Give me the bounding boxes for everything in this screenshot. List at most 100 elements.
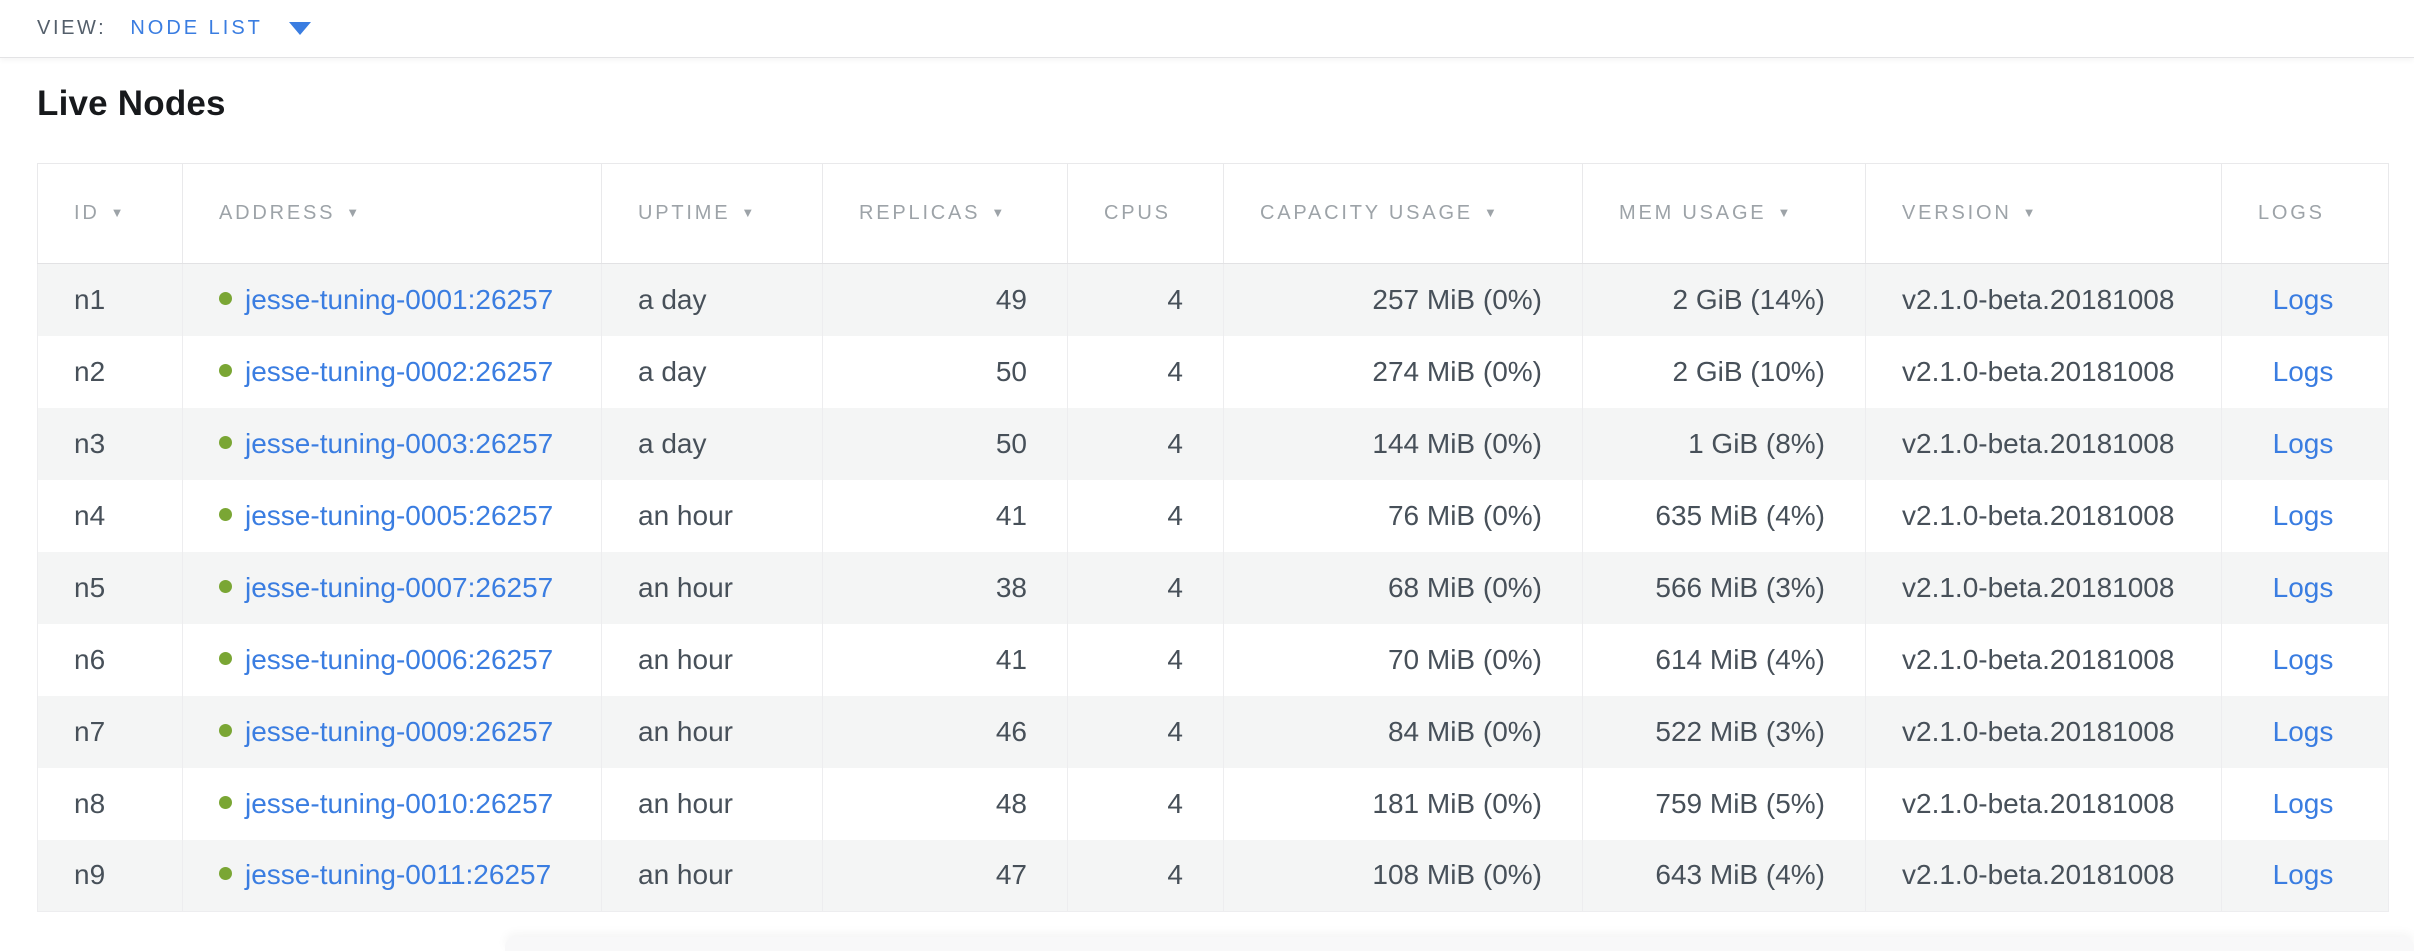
- node-uptime-cell: an hour: [601, 839, 823, 912]
- node-mem-cell: 614 MiB (4%): [1582, 623, 1866, 696]
- node-address-link[interactable]: jesse-tuning-0001:26257: [245, 283, 554, 315]
- logs-cell: Logs: [2221, 263, 2389, 336]
- node-cpus-cell: 4: [1067, 263, 1224, 336]
- logs-link[interactable]: Logs: [2272, 499, 2334, 531]
- node-address-link[interactable]: jesse-tuning-0003:26257: [245, 427, 554, 459]
- node-address-link[interactable]: jesse-tuning-0011:26257: [245, 859, 552, 891]
- column-header-address[interactable]: ADDRESS ▼: [182, 163, 602, 264]
- column-header-label: VERSION: [1902, 202, 2012, 224]
- node-address-link[interactable]: jesse-tuning-0010:26257: [245, 787, 554, 819]
- node-replicas-cell: 38: [822, 551, 1068, 624]
- logs-link[interactable]: Logs: [2272, 787, 2334, 819]
- column-header-label: CAPACITY USAGE: [1260, 202, 1473, 224]
- logs-link[interactable]: Logs: [2272, 427, 2334, 459]
- node-capacity-cell: 257 MiB (0%): [1223, 263, 1583, 336]
- sort-descending-icon: ▼: [2022, 205, 2039, 220]
- logs-link[interactable]: Logs: [2272, 859, 2334, 891]
- node-address-link[interactable]: jesse-tuning-0007:26257: [245, 571, 554, 603]
- node-mem-cell: 759 MiB (5%): [1582, 767, 1866, 840]
- node-address-link[interactable]: jesse-tuning-0006:26257: [245, 643, 554, 675]
- table-row: n3 jesse-tuning-0003:26257 a day 50 4 144 MiB…: [37, 407, 2389, 480]
- node-address-link[interactable]: jesse-tuning-0005:26257: [245, 499, 554, 531]
- chevron-down-icon: [288, 22, 311, 35]
- column-header-version[interactable]: VERSION ▼: [1865, 163, 2222, 264]
- node-version-cell: v2.1.0-beta.20181008: [1865, 695, 2222, 768]
- page-title: Live Nodes: [37, 84, 226, 123]
- logs-link[interactable]: Logs: [2272, 571, 2334, 603]
- live-status-icon: [219, 291, 232, 305]
- node-version-cell: v2.1.0-beta.20181008: [1865, 479, 2222, 552]
- node-id-cell: n5: [37, 551, 183, 624]
- table-row: n9 jesse-tuning-0011:26257 an hour 47 4 108 M…: [37, 839, 2389, 912]
- column-header-capacity[interactable]: CAPACITY USAGE ▼: [1223, 163, 1583, 264]
- node-uptime-cell: a day: [601, 407, 823, 480]
- node-version-cell: v2.1.0-beta.20181008: [1865, 335, 2222, 408]
- column-header-cpus: CPUS: [1067, 163, 1224, 264]
- table-row: n2 jesse-tuning-0002:26257 a day 50 4 274 MiB…: [37, 335, 2389, 408]
- table-row: n8 jesse-tuning-0010:26257 an hour 48 4 181 M…: [37, 767, 2389, 840]
- logs-link[interactable]: Logs: [2272, 643, 2334, 675]
- sort-descending-icon: ▼: [346, 205, 362, 220]
- node-address-cell: jesse-tuning-0007:26257: [182, 551, 602, 624]
- node-capacity-cell: 181 MiB (0%): [1223, 767, 1583, 840]
- view-selector[interactable]: NODE LIST: [130, 17, 311, 40]
- table-header-row: ID ▼ ADDRESS ▼ UPTIME ▼ REPLICAS ▼ CPUS CAPACITY …: [37, 163, 2389, 264]
- column-header-label: CPUS: [1104, 202, 1171, 224]
- next-section-edge: [505, 937, 2414, 951]
- node-replicas-cell: 41: [822, 623, 1068, 696]
- logs-cell: Logs: [2221, 407, 2389, 480]
- node-capacity-cell: 144 MiB (0%): [1223, 407, 1583, 480]
- view-selected-value: NODE LIST: [130, 17, 263, 39]
- node-id-cell: n1: [37, 263, 183, 336]
- node-mem-cell: 643 MiB (4%): [1582, 839, 1866, 912]
- column-header-mem[interactable]: MEM USAGE ▼: [1582, 163, 1866, 264]
- column-header-id[interactable]: ID ▼: [37, 163, 183, 264]
- node-version-cell: v2.1.0-beta.20181008: [1865, 623, 2222, 696]
- node-capacity-cell: 70 MiB (0%): [1223, 623, 1583, 696]
- node-uptime-cell: an hour: [601, 551, 823, 624]
- column-header-uptime[interactable]: UPTIME ▼: [601, 163, 823, 264]
- node-uptime-cell: a day: [601, 335, 823, 408]
- node-replicas-cell: 47: [822, 839, 1068, 912]
- logs-cell: Logs: [2221, 839, 2389, 912]
- node-cpus-cell: 4: [1067, 407, 1224, 480]
- node-mem-cell: 522 MiB (3%): [1582, 695, 1866, 768]
- logs-link[interactable]: Logs: [2272, 355, 2334, 387]
- column-header-label: UPTIME: [638, 202, 731, 224]
- node-id-cell: n9: [37, 839, 183, 912]
- live-status-icon: [219, 867, 232, 881]
- sort-descending-icon: ▼: [110, 205, 127, 220]
- column-header-label: ADDRESS: [219, 202, 336, 224]
- node-id-cell: n2: [37, 335, 183, 408]
- node-version-cell: v2.1.0-beta.20181008: [1865, 839, 2222, 912]
- node-address-cell: jesse-tuning-0006:26257: [182, 623, 602, 696]
- node-address-cell: jesse-tuning-0009:26257: [182, 695, 602, 768]
- node-address-cell: jesse-tuning-0011:26257: [182, 839, 602, 912]
- logs-link[interactable]: Logs: [2272, 283, 2334, 315]
- live-status-icon: [219, 579, 232, 593]
- logs-link[interactable]: Logs: [2272, 715, 2334, 747]
- column-header-replicas[interactable]: REPLICAS ▼: [822, 163, 1068, 264]
- column-header-label: MEM USAGE: [1619, 202, 1767, 224]
- node-address-link[interactable]: jesse-tuning-0002:26257: [245, 355, 554, 387]
- node-address-cell: jesse-tuning-0002:26257: [182, 335, 602, 408]
- logs-cell: Logs: [2221, 767, 2389, 840]
- node-uptime-cell: an hour: [601, 695, 823, 768]
- sort-descending-icon: ▼: [1483, 205, 1500, 220]
- node-mem-cell: 635 MiB (4%): [1582, 479, 1866, 552]
- table-row: n4 jesse-tuning-0005:26257 an hour 41 4 76 Mi…: [37, 479, 2389, 552]
- node-replicas-cell: 48: [822, 767, 1068, 840]
- column-header-label: LOGS: [2258, 202, 2325, 224]
- live-status-icon: [219, 651, 232, 665]
- logs-cell: Logs: [2221, 695, 2389, 768]
- node-id-cell: n7: [37, 695, 183, 768]
- node-replicas-cell: 46: [822, 695, 1068, 768]
- node-mem-cell: 2 GiB (14%): [1582, 263, 1866, 336]
- node-id-cell: n3: [37, 407, 183, 480]
- column-header-label: ID: [74, 202, 100, 224]
- sort-descending-icon: ▼: [991, 205, 1007, 220]
- view-bar: VIEW: NODE LIST: [0, 0, 2414, 58]
- node-capacity-cell: 76 MiB (0%): [1223, 479, 1583, 552]
- node-version-cell: v2.1.0-beta.20181008: [1865, 263, 2222, 336]
- node-address-link[interactable]: jesse-tuning-0009:26257: [245, 715, 554, 747]
